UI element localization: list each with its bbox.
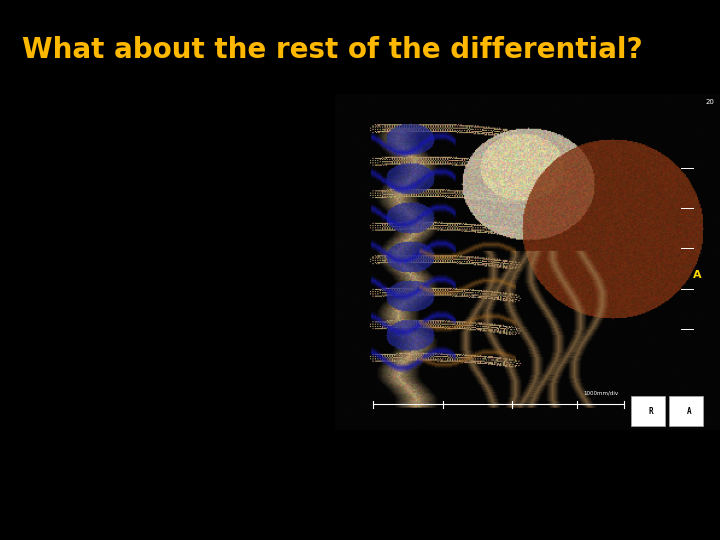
Text: lung parenchyma (lower lobes);: lung parenchyma (lower lobes); [29,431,253,444]
Text: -“Intralobar”: found within normal: -“Intralobar”: found within normal [29,405,256,418]
Text: 20: 20 [706,99,714,105]
Text: communication to lung: communication to lung [29,271,196,285]
Text: A: A [693,270,701,280]
Text: thoracic or abdominal aorta: thoracic or abdominal aorta [29,325,228,338]
Text: (associated with CDH): (associated with CDH) [29,378,208,391]
Text: presentation at birth: presentation at birth [29,511,179,524]
Text: - a segment of lung without: - a segment of lung without [29,218,214,231]
Text: What about the rest of the differential?: What about the rest of the differential? [22,36,642,64]
Text: anatomic bronchial: anatomic bronchial [29,245,170,258]
Bar [669,396,703,426]
Text: -“Extralobar”: often incidental: -“Extralobar”: often incidental [29,352,230,365]
Text: -  systemic arterial supply from: - systemic arterial supply from [29,298,237,311]
Text: 1000mm/div: 1000mm/div [583,391,618,396]
Text: prone to infection: prone to infection [29,458,161,471]
Text: A: A [687,407,691,416]
Text: -Generally not an acute: -Generally not an acute [29,485,187,498]
Text: R: R [648,407,653,416]
Text: PULMONARY
SEQUESTRATION:: PULMONARY SEQUESTRATION: [29,103,185,136]
Bar [631,396,665,426]
